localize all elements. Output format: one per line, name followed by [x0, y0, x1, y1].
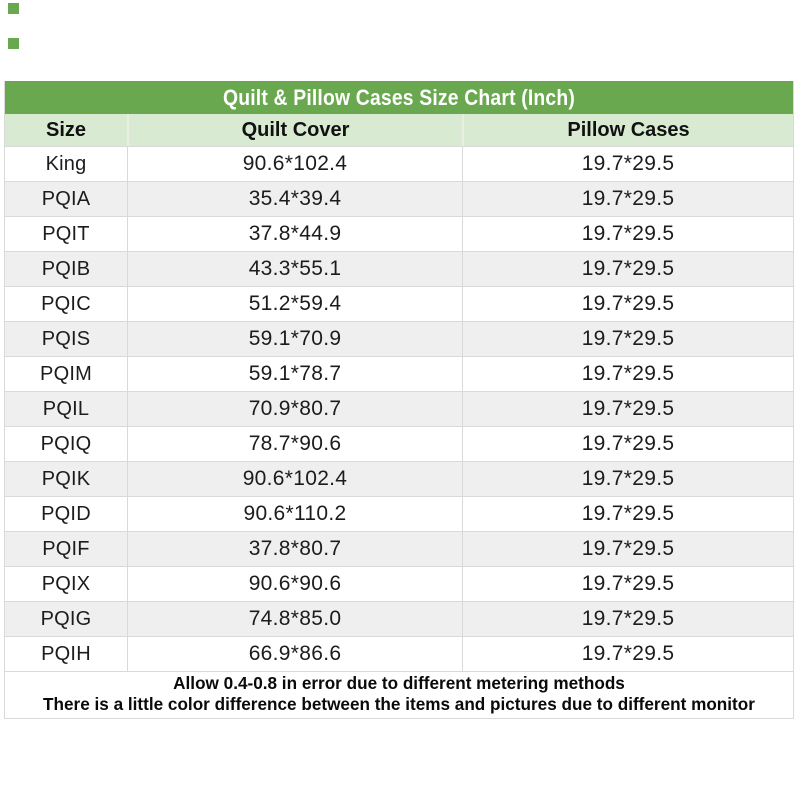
chart-title: Quilt & Pillow Cases Size Chart (Inch)	[222, 84, 575, 110]
column-header-row: Size Quilt Cover Pillow Cases	[5, 114, 793, 147]
table-row: PQIA 35.4*39.4 19.7*29.5	[5, 182, 793, 217]
table-row: PQIH 66.9*86.6 19.7*29.5	[5, 637, 793, 672]
pillow-cases-cell: 19.7*29.5	[462, 532, 793, 566]
table-row: PQIQ 78.7*90.6 19.7*29.5	[5, 427, 793, 462]
table-row: PQIS 59.1*70.9 19.7*29.5	[5, 322, 793, 357]
quilt-cover-cell: 43.3*55.1	[127, 252, 462, 286]
column-header-pillow-cases: Pillow Cases	[462, 114, 793, 146]
column-header-size: Size	[45, 118, 87, 141]
table-row: PQIB 43.3*55.1 19.7*29.5	[5, 252, 793, 287]
table-row: PQIC 51.2*59.4 19.7*29.5	[5, 287, 793, 322]
quilt-cover-cell: 90.6*90.6	[127, 567, 462, 601]
size-cell: PQIG	[40, 607, 92, 630]
table-row: King 90.6*102.4 19.7*29.5	[5, 147, 793, 182]
quilt-cover-cell: 35.4*39.4	[127, 182, 462, 216]
quilt-cover-cell: 59.1*70.9	[127, 322, 462, 356]
pillow-cases-cell: 19.7*29.5	[462, 637, 793, 671]
column-header-quilt-cover: Quilt Cover	[127, 114, 462, 146]
note-error-tolerance: Allow 0.4-0.8 in error due to different …	[173, 673, 625, 693]
quilt-cover-cell: 90.6*102.4	[127, 147, 462, 181]
table-body: King 90.6*102.4 19.7*29.5 PQIA 35.4*39.4…	[5, 147, 793, 672]
pillow-cases-cell: 19.7*29.5	[462, 392, 793, 426]
table-row: PQIM 59.1*78.7 19.7*29.5	[5, 357, 793, 392]
size-cell: PQIA	[41, 187, 91, 210]
size-cell: PQIX	[41, 572, 91, 595]
size-chart-table: Quilt & Pillow Cases Size Chart (Inch) S…	[4, 81, 794, 719]
note-color-difference: There is a little color difference betwe…	[43, 694, 755, 714]
quilt-cover-cell: 59.1*78.7	[127, 357, 462, 391]
quilt-cover-cell: 70.9*80.7	[127, 392, 462, 426]
size-cell: PQIH	[41, 642, 91, 665]
size-cell: PQIT	[42, 222, 90, 245]
quilt-cover-cell: 90.6*110.2	[127, 497, 462, 531]
pillow-cases-cell: 19.7*29.5	[462, 427, 793, 461]
pillow-cases-cell: 19.7*29.5	[462, 567, 793, 601]
pillow-cases-cell: 19.7*29.5	[462, 182, 793, 216]
pillow-cases-cell: 19.7*29.5	[462, 602, 793, 636]
size-cell: PQIK	[41, 467, 91, 490]
size-cell: PQIF	[42, 537, 90, 560]
pillow-cases-cell: 19.7*29.5	[462, 462, 793, 496]
pillow-cases-cell: 19.7*29.5	[462, 252, 793, 286]
corner-mark-icon	[8, 38, 19, 49]
size-cell: PQIS	[41, 327, 91, 350]
table-row: PQIK 90.6*102.4 19.7*29.5	[5, 462, 793, 497]
quilt-cover-cell: 66.9*86.6	[127, 637, 462, 671]
pillow-cases-cell: 19.7*29.5	[462, 357, 793, 391]
pillow-cases-cell: 19.7*29.5	[462, 147, 793, 181]
quilt-cover-cell: 78.7*90.6	[127, 427, 462, 461]
pillow-cases-cell: 19.7*29.5	[462, 217, 793, 251]
quilt-cover-cell: 37.8*80.7	[127, 532, 462, 566]
table-row: PQIG 74.8*85.0 19.7*29.5	[5, 602, 793, 637]
pillow-cases-cell: 19.7*29.5	[462, 497, 793, 531]
size-cell: PQIB	[41, 257, 91, 280]
table-row: PQIF 37.8*80.7 19.7*29.5	[5, 532, 793, 567]
corner-mark-icon	[8, 3, 19, 14]
size-cell: PQIQ	[40, 432, 92, 455]
quilt-cover-cell: 74.8*85.0	[127, 602, 462, 636]
size-cell: King	[45, 152, 87, 175]
pillow-cases-cell: 19.7*29.5	[462, 322, 793, 356]
quilt-cover-cell: 90.6*102.4	[127, 462, 462, 496]
size-cell: PQID	[41, 502, 91, 525]
size-cell: PQIL	[42, 397, 90, 420]
quilt-cover-cell: 37.8*44.9	[127, 217, 462, 251]
quilt-cover-cell: 51.2*59.4	[127, 287, 462, 321]
pillow-cases-cell: 19.7*29.5	[462, 287, 793, 321]
size-cell: PQIC	[41, 292, 91, 315]
table-row: PQIT 37.8*44.9 19.7*29.5	[5, 217, 793, 252]
table-row: PQID 90.6*110.2 19.7*29.5	[5, 497, 793, 532]
table-row: PQIX 90.6*90.6 19.7*29.5	[5, 567, 793, 602]
notes-section: Allow 0.4-0.8 in error due to different …	[5, 672, 793, 719]
table-row: PQIL 70.9*80.7 19.7*29.5	[5, 392, 793, 427]
size-cell: PQIM	[40, 362, 92, 385]
chart-title-bar: Quilt & Pillow Cases Size Chart (Inch)	[5, 81, 793, 114]
